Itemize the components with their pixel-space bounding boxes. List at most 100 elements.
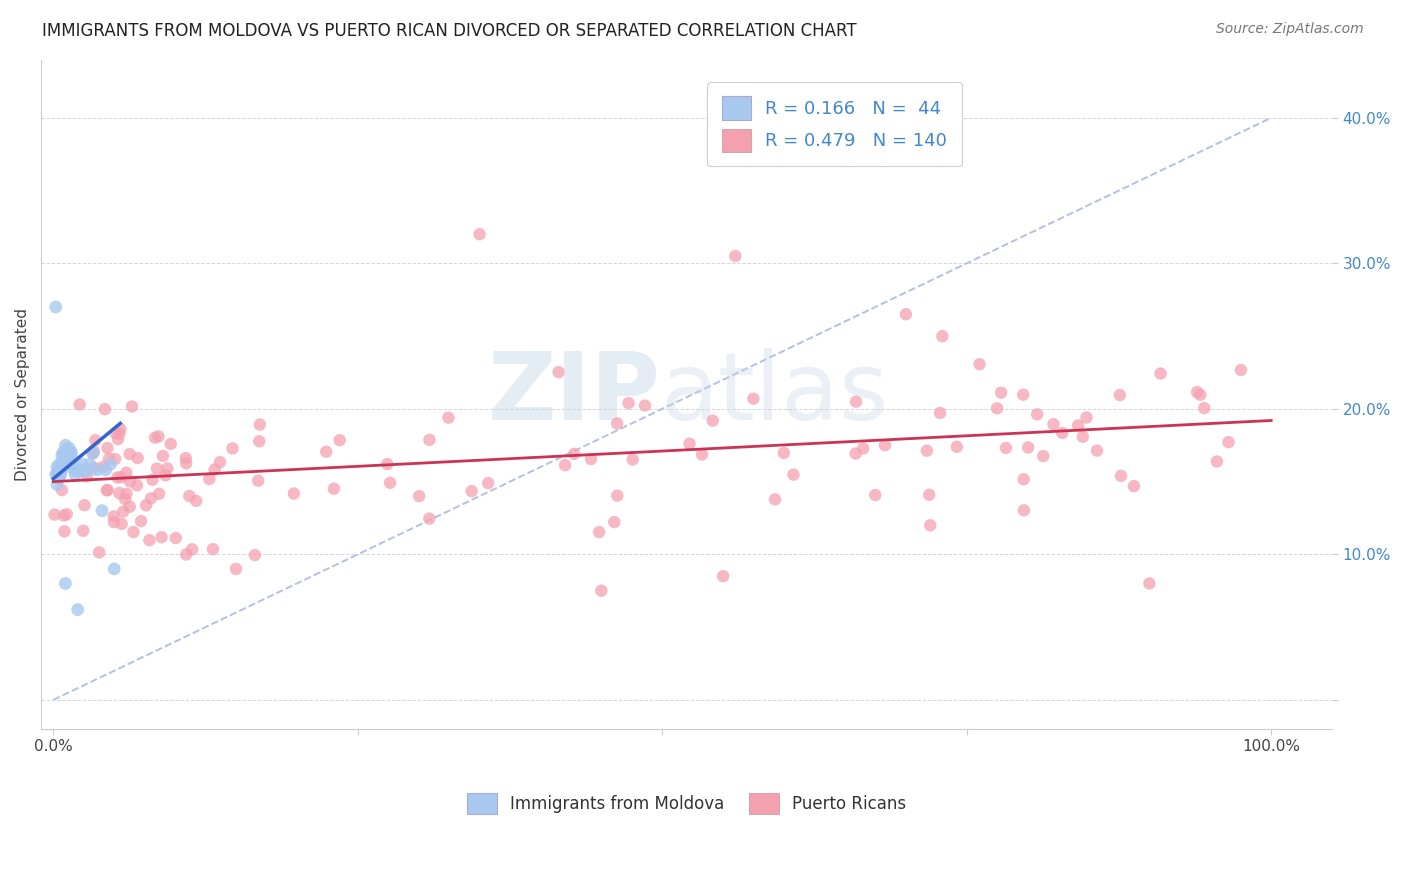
Point [148, 429, 170, 443]
Point [588, 524, 610, 539]
Point [83, 461, 105, 475]
Point [44, 508, 66, 522]
Point [603, 515, 626, 529]
Point [58, 441, 80, 455]
Point [118, 500, 141, 514]
Point [52, 508, 75, 523]
Point [852, 442, 875, 456]
Point [46, 463, 69, 477]
Point [53, 457, 76, 471]
Point [198, 472, 221, 486]
Point [918, 488, 941, 502]
Point [1085, 443, 1108, 458]
Point [920, 518, 942, 533]
Point [204, 462, 226, 476]
Point [418, 511, 440, 525]
Point [103, 515, 125, 529]
Point [437, 410, 460, 425]
Point [129, 514, 152, 528]
Y-axis label: Divorced or Separated: Divorced or Separated [15, 308, 30, 481]
Point [55, 438, 77, 452]
Point [46, 460, 69, 475]
Point [73, 464, 96, 478]
Point [55, 442, 77, 457]
Point [181, 542, 204, 557]
Point [45, 467, 67, 482]
Point [45, 300, 67, 314]
Text: atlas: atlas [661, 348, 889, 441]
Point [969, 357, 991, 371]
Point [243, 548, 266, 562]
Point [110, 470, 132, 484]
Point [79, 457, 101, 471]
Point [1026, 408, 1049, 422]
Point [83, 444, 105, 458]
Point [742, 392, 765, 406]
Point [221, 442, 243, 456]
Point [91, 504, 114, 518]
Point [76, 463, 98, 477]
Point [931, 329, 953, 343]
Point [845, 446, 868, 460]
Point [45, 466, 67, 480]
Point [915, 443, 938, 458]
Point [48, 464, 70, 478]
Point [108, 426, 131, 441]
Point [72, 524, 94, 538]
Point [1230, 363, 1253, 377]
Point [711, 569, 734, 583]
Point [69, 463, 91, 477]
Point [82, 447, 104, 461]
Point [1012, 503, 1035, 517]
Point [59, 445, 82, 459]
Point [1108, 388, 1130, 402]
Point [591, 583, 613, 598]
Point [247, 434, 270, 449]
Point [1052, 425, 1074, 440]
Point [323, 482, 346, 496]
Point [773, 446, 796, 460]
Point [606, 489, 628, 503]
Point [56, 449, 79, 463]
Point [51, 463, 73, 477]
Point [990, 385, 1012, 400]
Point [82, 445, 104, 459]
Point [73, 498, 96, 512]
Point [51, 456, 73, 470]
Point [55, 452, 77, 467]
Point [127, 450, 149, 465]
Point [562, 447, 585, 461]
Point [894, 307, 917, 321]
Point [174, 451, 197, 466]
Point [547, 365, 569, 379]
Point [96, 483, 118, 498]
Point [845, 394, 868, 409]
Text: Source: ZipAtlas.com: Source: ZipAtlas.com [1216, 22, 1364, 37]
Point [408, 489, 430, 503]
Point [155, 468, 177, 483]
Point [174, 456, 197, 470]
Point [1109, 468, 1132, 483]
Point [283, 486, 305, 500]
Point [477, 476, 499, 491]
Point [159, 437, 181, 451]
Point [108, 486, 131, 500]
Point [97, 483, 120, 497]
Point [118, 447, 141, 461]
Point [46, 477, 69, 491]
Point [114, 491, 136, 506]
Point [62, 458, 84, 473]
Point [225, 562, 247, 576]
Point [249, 417, 271, 432]
Point [1185, 385, 1208, 400]
Point [125, 478, 148, 492]
Point [152, 449, 174, 463]
Point [138, 533, 160, 548]
Point [66, 464, 89, 478]
Point [946, 440, 969, 454]
Point [72, 457, 94, 471]
Point [702, 414, 724, 428]
Point [76, 469, 98, 483]
Point [118, 475, 141, 489]
Point [100, 457, 122, 471]
